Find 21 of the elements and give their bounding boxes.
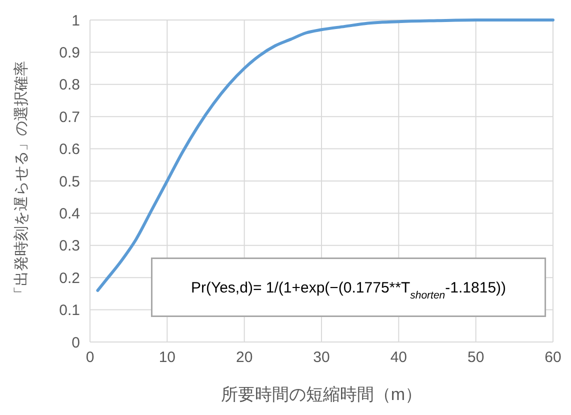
y-tick-label: 0.5 xyxy=(59,173,80,190)
x-tick-label: 40 xyxy=(390,349,408,366)
x-tick-label: 50 xyxy=(467,349,484,366)
y-axis-title: 「出発時刻を遅らせる」の選択確率 xyxy=(13,61,30,301)
x-tick-label: 20 xyxy=(236,349,253,366)
y-tick-label: 0 xyxy=(72,334,80,352)
y-tick-label: 1 xyxy=(72,12,80,30)
x-tick-label: 10 xyxy=(158,349,176,366)
x-tick-label: 60 xyxy=(544,349,562,366)
x-tick-label: 0 xyxy=(86,349,94,366)
y-tick-label: 0.1 xyxy=(59,302,80,320)
annotation: Pr(Yes,d)= 1/(1+exp(−(0.1775**T$_{shorten}$-1.1815)) xyxy=(190,280,506,302)
y-tick-label: 0.9 xyxy=(59,44,80,62)
y-tick-label: 0.4 xyxy=(59,205,80,222)
y-tick-label: 0.3 xyxy=(59,238,80,255)
x-tick-label: 30 xyxy=(313,349,330,366)
y-tick-label: 0.7 xyxy=(59,108,80,126)
x-axis-title: 所要時間の短縮時間（m） xyxy=(220,385,422,404)
y-tick-label: 0.8 xyxy=(59,76,80,94)
y-tick-label: 0.6 xyxy=(59,141,80,158)
y-tick-label: 0.2 xyxy=(59,270,80,287)
